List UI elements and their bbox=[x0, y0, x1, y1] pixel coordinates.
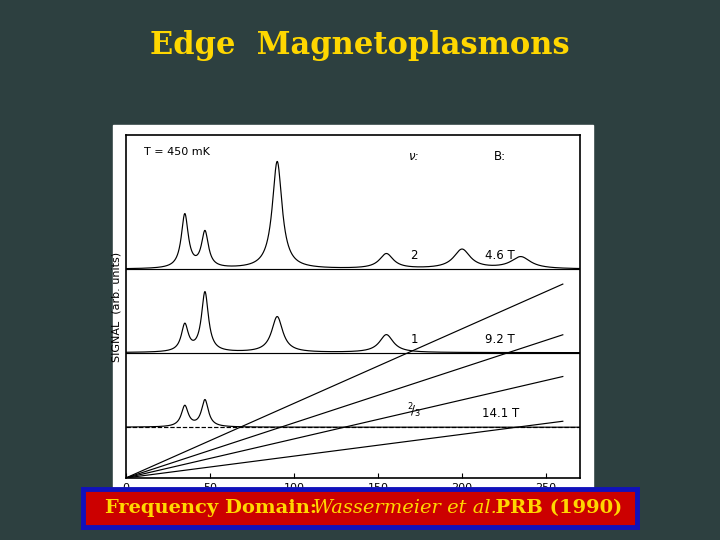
X-axis label: FREQUENCY  (MHz): FREQUENCY (MHz) bbox=[297, 497, 409, 510]
Text: Wassermeier et al.: Wassermeier et al. bbox=[313, 498, 497, 517]
Text: 1: 1 bbox=[410, 333, 418, 346]
Text: 4.6 T: 4.6 T bbox=[485, 249, 515, 262]
Text: T = 450 mK: T = 450 mK bbox=[144, 147, 210, 157]
Text: Frequency Domain:: Frequency Domain: bbox=[105, 498, 317, 517]
Text: $^2\!/_3$: $^2\!/_3$ bbox=[407, 402, 421, 420]
Y-axis label: SIGNAL  (arb. units): SIGNAL (arb. units) bbox=[112, 252, 122, 361]
Text: Edge  Magnetoplasmons: Edge Magnetoplasmons bbox=[150, 30, 570, 62]
Text: 14.1 T: 14.1 T bbox=[482, 407, 519, 420]
Text: ν:: ν: bbox=[409, 151, 419, 164]
Text: 9.2 T: 9.2 T bbox=[485, 333, 515, 346]
Text: 2: 2 bbox=[410, 249, 418, 262]
Text: PRB (1990): PRB (1990) bbox=[482, 498, 622, 517]
Text: B:: B: bbox=[494, 151, 506, 164]
